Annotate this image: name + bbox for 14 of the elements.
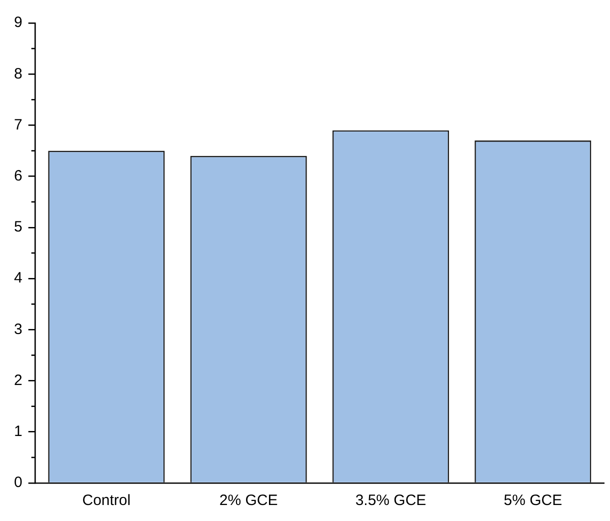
y-tick-label: 5 [14, 218, 22, 236]
y-tick-label: 3 [14, 320, 22, 338]
y-tick-label: 7 [14, 116, 22, 134]
y-tick-label: 1 [14, 423, 22, 440]
y-tick-label: 6 [14, 167, 22, 184]
x-tick-label: Control [82, 492, 131, 510]
y-tick-label: 4 [14, 270, 22, 287]
y-tick-label: 9 [14, 14, 22, 32]
x-tick-label: 2% GCE [219, 492, 278, 510]
y-tick-label: 2 [14, 372, 22, 389]
y-tick-label: 8 [14, 65, 22, 82]
x-tick-label: 3.5% GCE [355, 492, 426, 510]
y-tick-label: 0 [14, 474, 22, 492]
x-tick-label: 5% GCE [504, 492, 562, 510]
